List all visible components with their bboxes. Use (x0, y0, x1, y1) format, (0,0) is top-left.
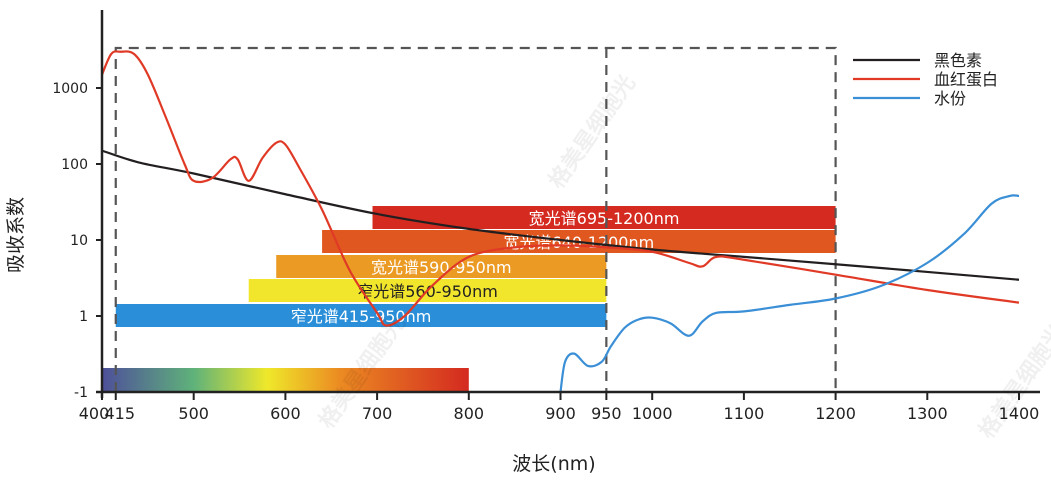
legend-label: 黑色素 (934, 51, 982, 70)
x-tick-label: 700 (362, 404, 393, 423)
x-tick-label: 600 (270, 404, 301, 423)
x-tick-label: 900 (545, 404, 576, 423)
legend-label: 血红蛋白 (934, 70, 998, 89)
legend-label: 水份 (934, 89, 966, 108)
y-tick-label: 1 (79, 309, 88, 325)
x-axis-label: 波长(nm) (512, 453, 595, 475)
y-axis-label: 吸收系数 (5, 197, 27, 273)
y-tick-label: -1 (74, 385, 88, 401)
band-label: 宽光谱590-950nm (371, 258, 512, 277)
x-tick-label: 1200 (815, 404, 856, 423)
x-tick-label: 400 (79, 404, 110, 423)
x-tick-label: 800 (454, 404, 485, 423)
band-bar (276, 255, 607, 278)
series-line-0 (101, 149, 1020, 281)
series-line-1 (100, 50, 1020, 327)
dashed-region-box (114, 46, 837, 392)
y-tick-label: 10 (70, 233, 88, 249)
watermark: 格美星细胞光 (974, 320, 1051, 443)
x-tick-label: 1100 (724, 404, 765, 423)
band-bar (115, 304, 607, 327)
x-tick-label: 1400 (999, 404, 1040, 423)
series-line-2 (559, 194, 1020, 393)
y-tick-label: 100 (61, 157, 88, 173)
x-tick-label: 1300 (907, 404, 948, 423)
y-tick-label: 1000 (52, 81, 88, 97)
watermark: 格美星细胞光 (544, 70, 641, 193)
band-label: 宽光谱695-1200nm (529, 209, 680, 228)
x-tick-label: 950 (591, 404, 622, 423)
x-tick-label: 500 (178, 404, 209, 423)
band-bar (372, 206, 836, 229)
x-tick-label: 1000 (632, 404, 673, 423)
visible-spectrum-bar (102, 368, 469, 392)
x-tick-label: 415 (104, 404, 135, 423)
